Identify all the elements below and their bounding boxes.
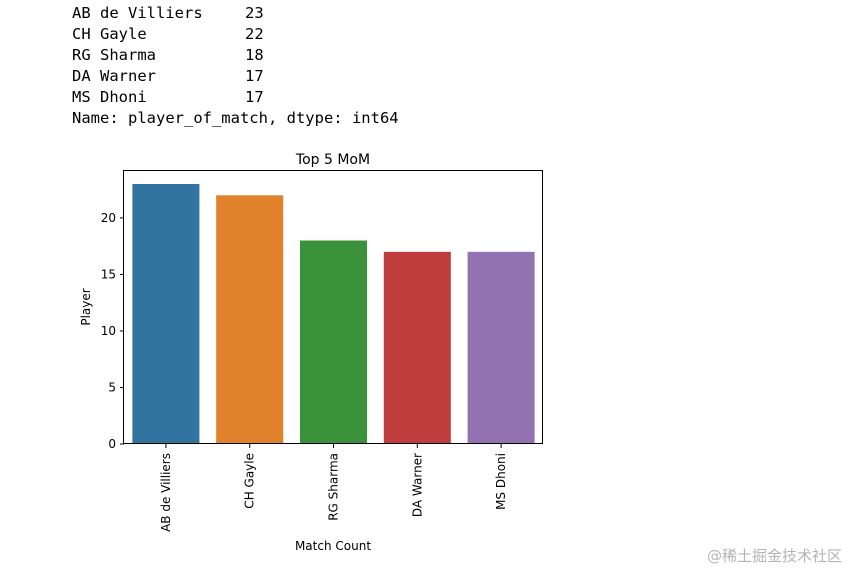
output-row-count: 17 bbox=[245, 88, 264, 106]
output-row: DA Warner 17 bbox=[72, 66, 399, 87]
y-tick-label: 0 bbox=[108, 437, 116, 451]
bar bbox=[467, 251, 535, 444]
x-axis-label: Match Count bbox=[295, 539, 371, 553]
output-row-name: RG Sharma bbox=[72, 46, 156, 64]
plot-frame bbox=[123, 170, 543, 444]
bars-group bbox=[132, 184, 535, 444]
output-row: CH Gayle 22 bbox=[72, 24, 399, 45]
x-tick-label: DA Warner bbox=[410, 453, 424, 517]
y-tick-label: 10 bbox=[101, 324, 116, 338]
bar bbox=[299, 240, 368, 444]
watermark-text: @稀土掘金技术社区 bbox=[706, 547, 842, 565]
x-tick-label: AB de Villiers bbox=[159, 453, 173, 532]
y-axis-label: Player bbox=[79, 288, 93, 325]
output-row-name: CH Gayle bbox=[72, 25, 147, 43]
output-row-count: 22 bbox=[245, 25, 264, 43]
cell-output: AB de Villiers 23 CH Gayle 22 RG Sharma 18 … bbox=[72, 3, 399, 129]
output-row-count: 23 bbox=[245, 4, 264, 22]
y-tick-label: 15 bbox=[101, 267, 116, 281]
y-tick-label: 5 bbox=[108, 380, 116, 394]
series-dtype-line: Name: player_of_match, dtype: int64 bbox=[72, 109, 399, 127]
output-row-name: DA Warner bbox=[72, 67, 156, 85]
bar bbox=[383, 251, 451, 444]
bar bbox=[216, 195, 284, 444]
bar bbox=[132, 184, 200, 444]
x-tick-label: CH Gayle bbox=[243, 453, 257, 509]
x-tick-label: RG Sharma bbox=[327, 453, 341, 521]
x-tick-label: MS Dhoni bbox=[494, 453, 508, 510]
output-row: AB de Villiers 23 bbox=[72, 3, 399, 24]
x-axis: AB de Villiers CH Gayle RG Sharma DA Warner… bbox=[159, 444, 508, 532]
output-row-name: AB de Villiers bbox=[72, 4, 203, 22]
output-row-count: 17 bbox=[245, 67, 264, 85]
bar-chart: Top 5 MoM 0 5 10 15 20 AB de Villiers CH Gayl… bbox=[79, 152, 543, 553]
output-row-name: MS Dhoni bbox=[72, 88, 147, 106]
output-row-count: 18 bbox=[245, 46, 264, 64]
output-row: MS Dhoni 17 bbox=[72, 87, 399, 108]
output-row: RG Sharma 18 bbox=[72, 45, 399, 66]
y-axis: 0 5 10 15 20 bbox=[101, 211, 124, 451]
chart-title: Top 5 MoM bbox=[295, 152, 370, 168]
y-tick-label: 20 bbox=[101, 211, 116, 225]
